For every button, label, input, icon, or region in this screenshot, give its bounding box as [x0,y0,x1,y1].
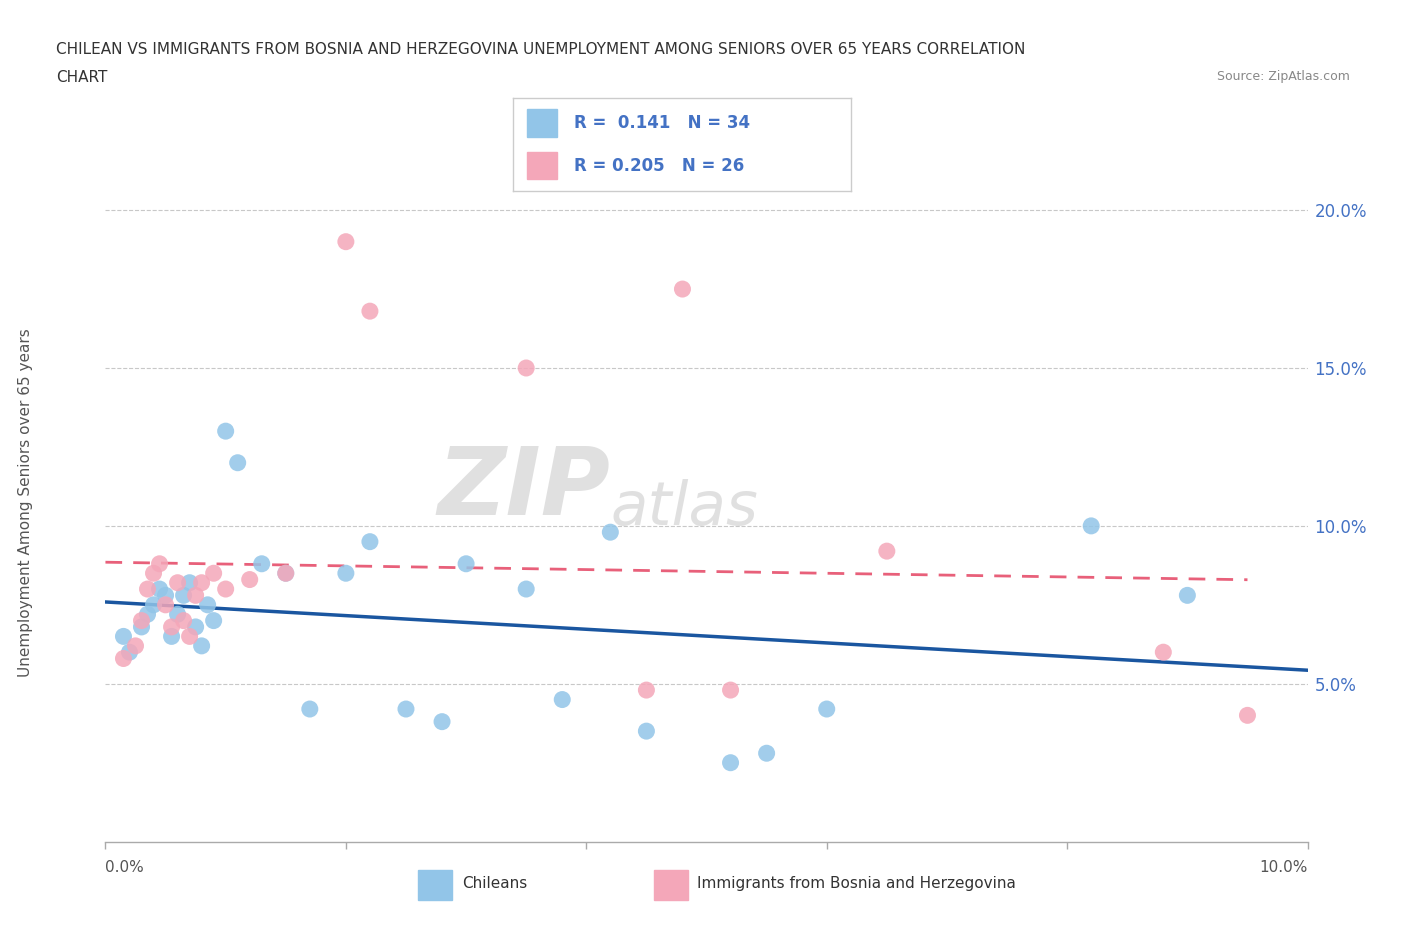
Bar [654,870,688,900]
Text: 10.0%: 10.0% [1260,860,1308,875]
Point [214,581,236,596]
Point [131,613,153,628]
Text: R = 0.205   N = 26: R = 0.205 N = 26 [574,156,744,175]
Bar [419,870,453,900]
Point [335,234,357,249]
Point [136,581,159,596]
Point [720,683,742,698]
Point [298,701,321,716]
Point [359,304,381,319]
Bar [527,109,557,137]
Point [250,556,273,571]
Point [395,701,418,716]
Point [136,607,159,622]
Text: atlas: atlas [610,480,758,538]
Point [239,572,262,587]
Point [636,724,658,738]
Point [274,565,297,580]
Point [131,619,153,634]
Text: CHILEAN VS IMMIGRANTS FROM BOSNIA AND HERZEGOVINA UNEMPLOYMENT AMONG SENIORS OVE: CHILEAN VS IMMIGRANTS FROM BOSNIA AND HE… [56,42,1025,57]
Point [202,613,225,628]
Point [335,565,357,580]
Point [173,588,195,603]
Point [190,576,212,591]
Text: R =  0.141   N = 34: R = 0.141 N = 34 [574,113,749,132]
Point [430,714,453,729]
Point [456,556,478,571]
Point [179,576,201,591]
Point [226,456,249,471]
Point [155,588,177,603]
Point [179,629,201,644]
Text: Source: ZipAtlas.com: Source: ZipAtlas.com [1216,70,1350,83]
Point [1236,708,1258,723]
Text: CHART: CHART [56,70,108,85]
Point [671,282,693,297]
Point [359,534,381,549]
Point [142,597,165,612]
Point [160,629,183,644]
Point [551,692,574,707]
Text: 0.0%: 0.0% [105,860,145,875]
Point [876,544,898,559]
Point [515,361,537,376]
Point [197,597,219,612]
Point [755,746,778,761]
Point [155,597,177,612]
Point [184,619,207,634]
Point [202,565,225,580]
Point [160,619,183,634]
Text: Immigrants from Bosnia and Herzegovina: Immigrants from Bosnia and Herzegovina [697,876,1015,891]
Point [274,565,297,580]
Point [166,576,188,591]
Point [124,638,146,653]
Point [515,581,537,596]
Point [142,565,165,580]
Point [173,613,195,628]
Text: Unemployment Among Seniors over 65 years: Unemployment Among Seniors over 65 years [18,328,32,677]
Text: ZIP: ZIP [437,443,610,535]
Point [720,755,742,770]
Point [1152,644,1174,659]
Point [118,644,141,659]
Point [112,629,135,644]
Point [636,683,658,698]
Point [1080,518,1102,533]
Point [190,638,212,653]
Point [214,424,236,439]
Bar [527,152,557,179]
Point [166,607,188,622]
Point [148,581,170,596]
Point [1175,588,1198,603]
Point [184,588,207,603]
Point [815,701,838,716]
Point [148,556,170,571]
Point [599,525,621,539]
Point [112,651,135,666]
Text: Chileans: Chileans [461,876,527,891]
